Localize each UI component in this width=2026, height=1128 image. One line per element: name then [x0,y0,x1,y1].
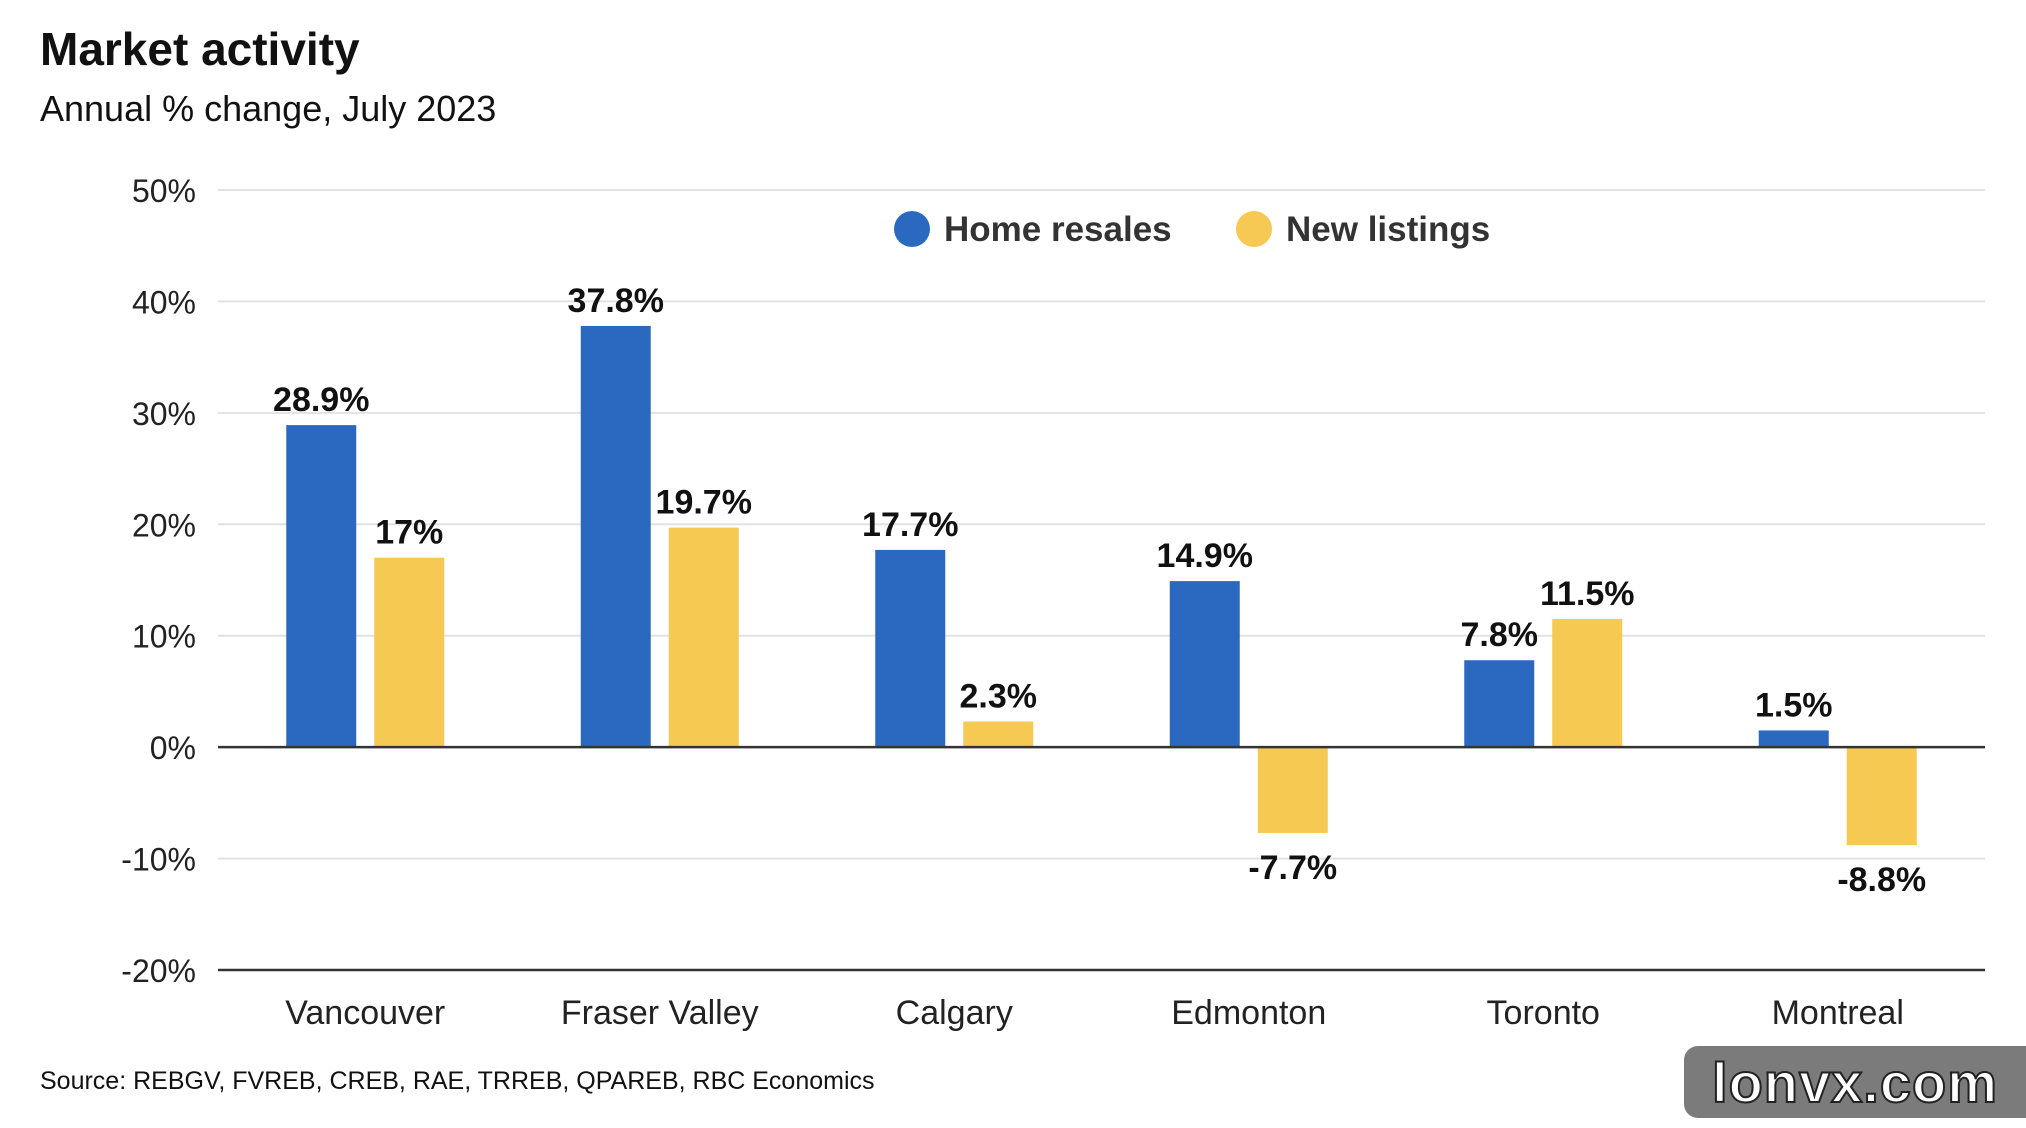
y-tick-label: -10% [121,842,196,878]
data-label: -8.8% [1837,861,1926,899]
legend-swatch [894,211,930,247]
legend-label: Home resales [944,210,1172,249]
legend: Home resales New listings [894,210,1490,249]
chart-subtitle: Annual % change, July 2023 [40,88,497,129]
bar-montreal-home-resales [1758,730,1829,748]
x-tick-label: Edmonton [1171,994,1326,1032]
x-tick-label: Vancouver [285,994,445,1032]
data-label: 1.5% [1755,686,1833,724]
bars [286,325,1917,846]
x-axis-tick-labels: Vancouver Fraser Valley Calgary Edmonton Tor… [285,994,1904,1032]
data-labels: 28.9% 17% 37.8% 19.7% 17.7% 2.3% 14.9% -7.7% 7.8… [273,282,1926,899]
x-tick-label: Fraser Valley [561,994,759,1032]
y-tick-label: 20% [132,507,196,543]
bar-montreal-new-listings [1846,747,1917,846]
source-note: Source: REBGV, FVREB, CREB, RAE, TRREB, … [40,1067,875,1095]
bar-calgary-new-listings [963,721,1034,748]
gridlines [218,189,1985,860]
bar-edmonton-new-listings [1257,747,1328,833]
bar-vancouver-new-listings [374,557,445,748]
data-label: 7.8% [1461,616,1539,654]
y-tick-label: 30% [132,396,196,432]
legend-swatch [1236,211,1272,247]
y-tick-label: 40% [132,284,196,320]
data-label: 17% [375,514,443,552]
axes [218,745,1985,972]
y-tick-label: -20% [121,953,196,989]
chart-title: Market activity [40,23,360,75]
y-tick-label: 0% [150,730,196,766]
bar-edmonton-home-resales [1169,581,1240,748]
y-tick-label: 50% [132,173,196,209]
bar-fraser-valley-new-listings [668,527,739,748]
watermark: lonvx.com [1684,1046,2026,1118]
bar-toronto-new-listings [1552,619,1623,748]
data-label: 2.3% [960,678,1038,716]
x-tick-label: Montreal [1772,994,1904,1032]
bar-calgary-home-resales [875,549,946,748]
y-tick-label: 10% [132,619,196,655]
data-label: 17.7% [862,506,958,544]
x-tick-label: Toronto [1487,994,1600,1032]
bar-fraser-valley-home-resales [580,325,651,748]
data-label: 28.9% [273,381,369,419]
y-axis-tick-labels: 50% 40% 30% 20% 10% 0% -10% -20% [121,173,196,989]
legend-label: New listings [1286,210,1490,249]
data-label: 19.7% [656,484,752,522]
data-label: 11.5% [1540,575,1635,613]
bar-toronto-home-resales [1464,660,1535,748]
bar-vancouver-home-resales [286,425,357,748]
data-label: 14.9% [1157,537,1253,575]
data-label: -7.7% [1248,849,1337,887]
data-label: 37.8% [568,282,664,320]
x-tick-label: Calgary [896,994,1013,1032]
